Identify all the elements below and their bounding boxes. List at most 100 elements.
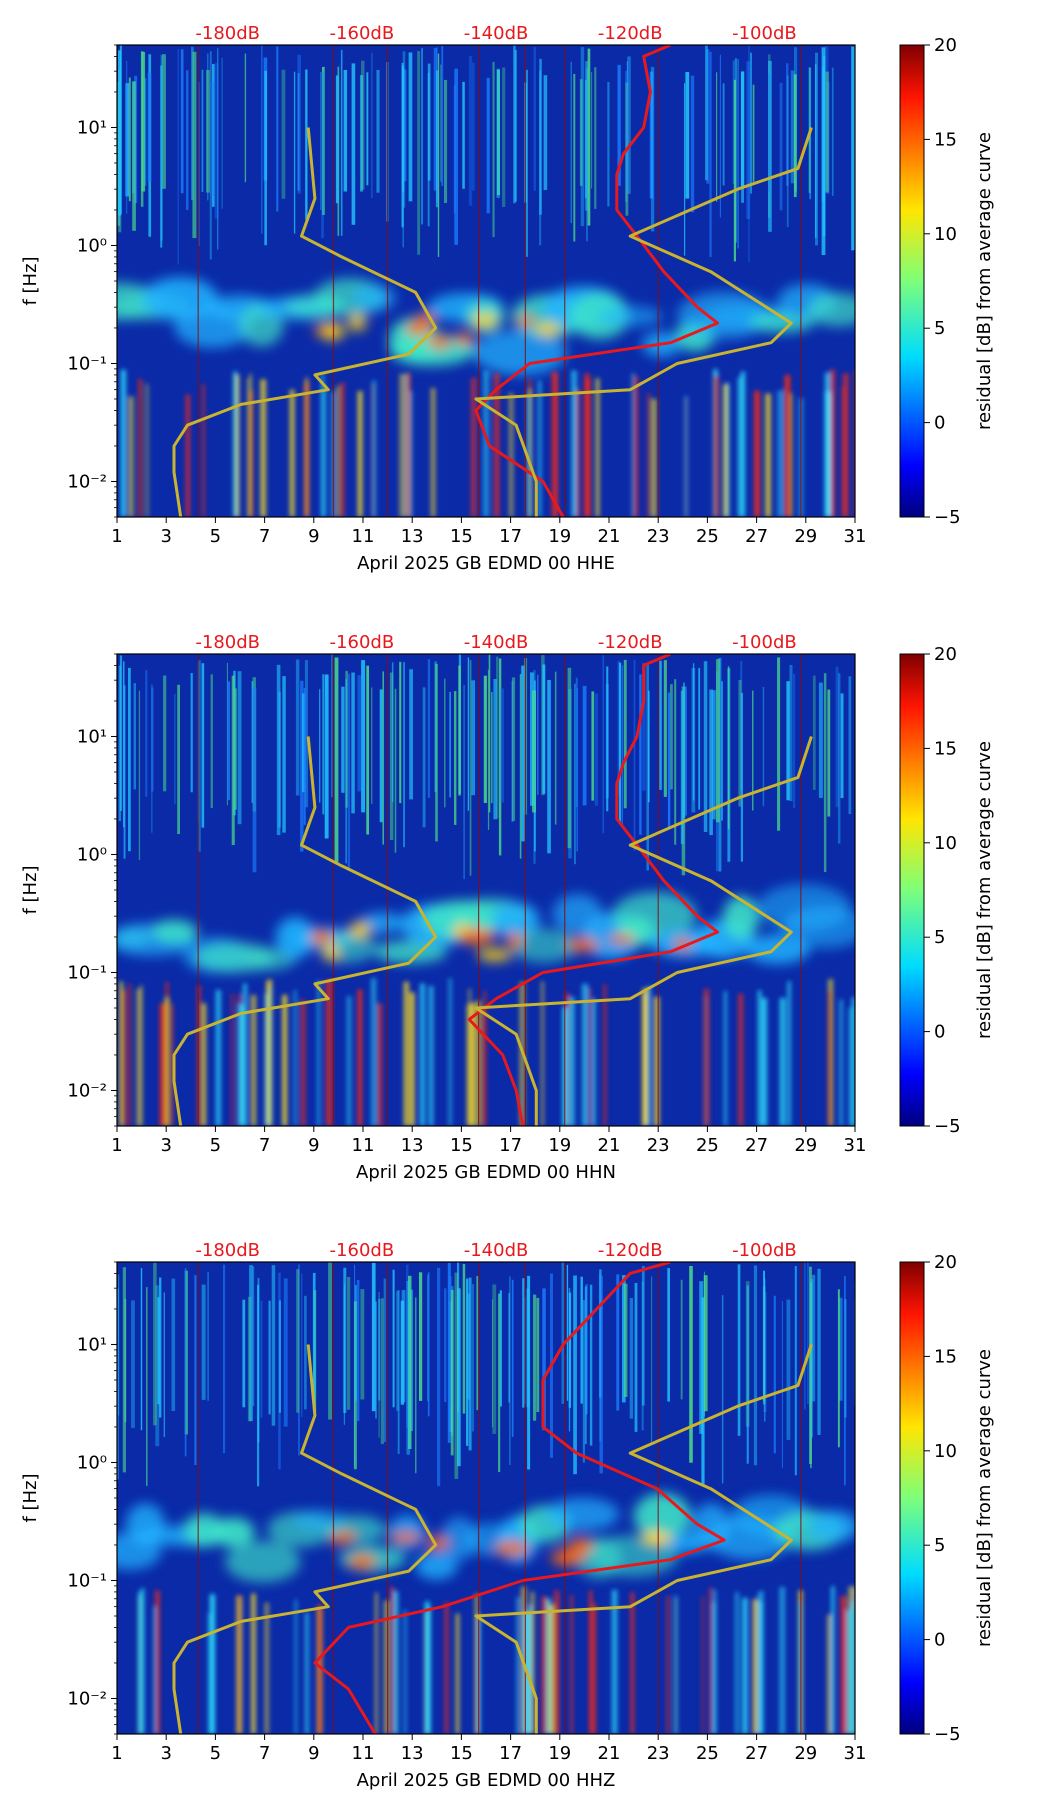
spectrogram-area — [117, 1262, 855, 1734]
top-db-label: -120dB — [598, 23, 663, 44]
y-tick-label: 10¹ — [77, 1334, 107, 1355]
colorbar-label: residual [dB] from average curve — [974, 132, 995, 430]
y-tick-label: 10⁰ — [77, 235, 107, 256]
colorbar-tick-label: 0 — [934, 1630, 945, 1651]
y-tick-label: 10¹ — [77, 117, 107, 138]
top-db-label: -140dB — [464, 632, 529, 653]
low-frequency-transients — [138, 1586, 855, 1734]
top-db-label: -180dB — [195, 632, 260, 653]
top-db-label: -100dB — [732, 632, 797, 653]
y-tick-label: 10⁻¹ — [67, 1570, 107, 1591]
y-tick-label: 10⁻² — [67, 1688, 107, 1709]
colorbar-tick-label: 5 — [934, 318, 945, 339]
x-tick-label: 9 — [308, 1743, 319, 1764]
x-tick-label: 31 — [844, 1743, 867, 1764]
microseism-band — [117, 884, 855, 973]
x-tick-label: 31 — [844, 1135, 867, 1156]
top-db-label: -100dB — [732, 23, 797, 44]
x-tick-label: 29 — [794, 1743, 817, 1764]
x-tick-label: 13 — [401, 1743, 424, 1764]
top-db-label: -120dB — [598, 632, 663, 653]
x-tick-label: 7 — [259, 1743, 270, 1764]
x-tick-label: 15 — [450, 526, 473, 547]
top-db-label: -160dB — [330, 1240, 395, 1261]
top-db-label: -120dB — [598, 1240, 663, 1261]
x-tick-label: 23 — [647, 1743, 670, 1764]
colorbar-tick-label: 0 — [934, 413, 945, 434]
x-tick-label: 19 — [548, 1135, 571, 1156]
x-tick-label: 3 — [160, 1135, 171, 1156]
x-tick-label: 3 — [160, 526, 171, 547]
x-tick-label: 27 — [745, 526, 768, 547]
x-tick-label: 15 — [450, 1743, 473, 1764]
nlnm-line — [474, 127, 813, 517]
y-tick-label: 10⁻² — [67, 1080, 107, 1101]
colorbar-tick-label: 5 — [934, 1535, 945, 1556]
top-db-label: -140dB — [464, 1240, 529, 1261]
average-curve-line — [467, 654, 719, 1126]
top-db-label: -140dB — [464, 23, 529, 44]
x-tick-label: 7 — [259, 1135, 270, 1156]
colorbar-tick-label: −5 — [934, 1116, 961, 1137]
x-tick-label: 13 — [401, 526, 424, 547]
x-tick-label: 27 — [745, 1135, 768, 1156]
colorbar-label: residual [dB] from average curve — [974, 741, 995, 1039]
colorbar-tick-label: 10 — [934, 833, 957, 854]
x-axis-label: April 2025 GB EDMD 00 HHE — [357, 553, 615, 574]
x-tick-label: 11 — [352, 1135, 375, 1156]
colorbar-tick-label: −5 — [934, 507, 961, 528]
x-tick-label: 9 — [308, 526, 319, 547]
colorbar: 20 15 10 5 0 −5 residual [dB] from average cur… — [899, 644, 995, 1137]
x-tick-label: 23 — [647, 526, 670, 547]
low-frequency-transients — [119, 978, 855, 1126]
x-tick-label: 15 — [450, 1135, 473, 1156]
y-axis-label: f [Hz] — [20, 256, 41, 305]
x-tick-label: 21 — [598, 1135, 621, 1156]
x-tick-label: 27 — [745, 1743, 768, 1764]
nlnm-line — [474, 1344, 813, 1734]
x-tick-label: 11 — [352, 526, 375, 547]
colorbar-tick-label: 15 — [934, 1346, 957, 1367]
y-tick-label: 10⁻¹ — [67, 353, 107, 374]
x-tick-label: 23 — [647, 1135, 670, 1156]
colorbar: 20 15 10 5 0 −5 residual [dB] from average cur… — [899, 35, 995, 528]
spectrogram-area — [117, 654, 855, 1126]
top-db-label: -160dB — [330, 632, 395, 653]
low-frequency-transients — [121, 369, 849, 517]
nhnm-line — [172, 127, 438, 517]
x-tick-label: 3 — [160, 1743, 171, 1764]
x-tick-label: 25 — [696, 526, 719, 547]
x-tick-label: 11 — [352, 1743, 375, 1764]
x-tick-label: 5 — [210, 526, 221, 547]
x-tick-label: 21 — [598, 526, 621, 547]
x-tick-label: 19 — [548, 1743, 571, 1764]
colorbar-tick-label: 15 — [934, 738, 957, 759]
colorbar-tick-label: 20 — [934, 644, 957, 665]
colorbar-tick-label: 15 — [934, 129, 957, 150]
x-tick-label: 5 — [210, 1743, 221, 1764]
x-tick-label: 19 — [548, 526, 571, 547]
nlnm-line — [474, 736, 813, 1126]
colorbar-tick-label: 20 — [934, 1252, 957, 1273]
y-axis-label: f [Hz] — [20, 865, 41, 914]
y-tick-label: 10¹ — [77, 726, 107, 747]
colorbar-tick-label: 10 — [934, 224, 957, 245]
colorbar-tick-label: 5 — [934, 927, 945, 948]
colorbar-tick-label: 20 — [934, 35, 957, 56]
colorbar-tick-label: 10 — [934, 1441, 957, 1462]
x-tick-label: 1 — [111, 1743, 122, 1764]
top-db-label: -180dB — [195, 23, 260, 44]
colorbar-tick-label: 0 — [934, 1022, 945, 1043]
x-tick-label: 25 — [696, 1135, 719, 1156]
x-axis-label: April 2025 GB EDMD 00 HHN — [356, 1162, 616, 1183]
nhnm-line — [172, 736, 438, 1126]
x-axis-label: April 2025 GB EDMD 00 HHZ — [357, 1770, 616, 1791]
x-tick-label: 31 — [844, 526, 867, 547]
x-tick-label: 29 — [794, 1135, 817, 1156]
average-curve-line — [474, 45, 719, 517]
top-db-label: -160dB — [330, 23, 395, 44]
